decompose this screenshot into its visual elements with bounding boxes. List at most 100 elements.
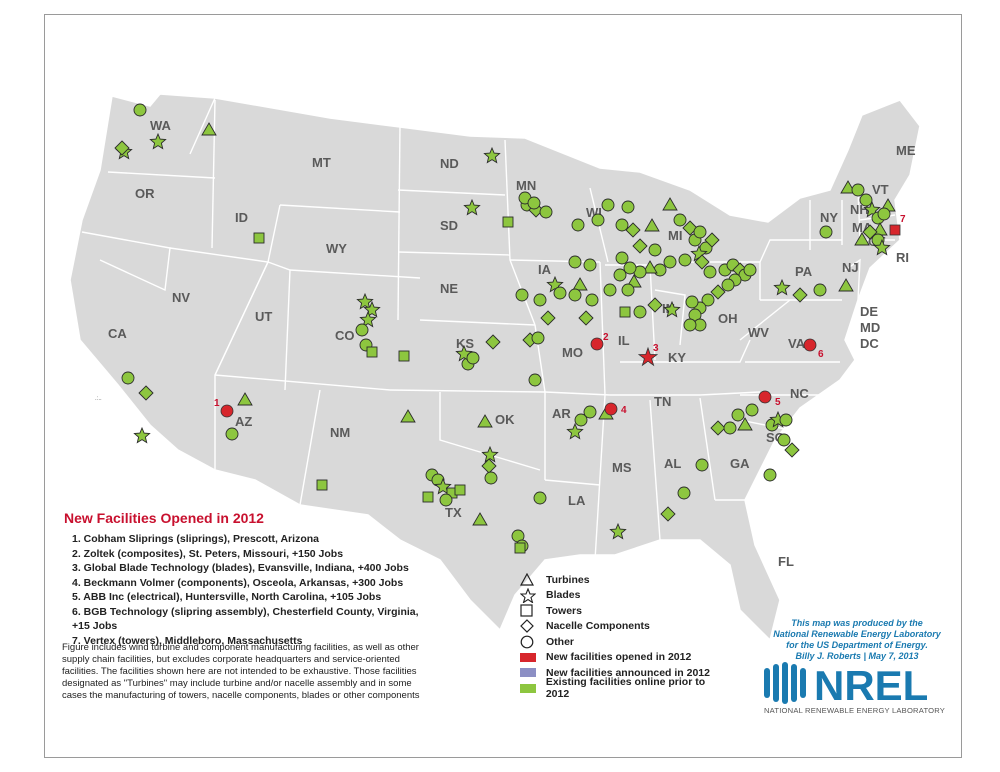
other-facility-marker[interactable] <box>777 433 791 447</box>
blade-facility-marker[interactable] <box>481 445 499 463</box>
turbine-facility-marker[interactable] <box>854 232 870 246</box>
other-facility-marker[interactable] <box>466 351 480 365</box>
other-facility-marker[interactable] <box>439 493 453 507</box>
new-facility-marker-3[interactable] <box>637 346 659 367</box>
other-facility-marker[interactable] <box>528 373 542 387</box>
blade-facility-marker[interactable] <box>359 310 377 328</box>
other-facility-marker[interactable] <box>723 421 737 435</box>
blade-facility-marker[interactable] <box>566 422 584 440</box>
other-facility-marker[interactable] <box>225 427 239 441</box>
other-facility-marker[interactable] <box>673 213 687 227</box>
nacelle-facility-marker[interactable] <box>485 334 501 350</box>
blade-facility-marker[interactable] <box>463 198 481 216</box>
other-facility-marker[interactable] <box>678 253 692 267</box>
tower-facility-marker[interactable] <box>422 491 434 503</box>
other-facility-marker[interactable] <box>121 371 135 385</box>
other-facility-marker[interactable] <box>531 331 545 345</box>
new-facility-marker-4[interactable] <box>604 402 618 416</box>
nacelle-facility-marker[interactable] <box>540 310 556 326</box>
other-facility-marker[interactable] <box>133 103 147 117</box>
new-facility-marker-5[interactable] <box>758 390 772 404</box>
other-facility-marker[interactable] <box>603 283 617 297</box>
blade-facility-marker[interactable] <box>483 146 501 164</box>
other-facility-marker[interactable] <box>695 458 709 472</box>
turbine-facility-marker[interactable] <box>838 278 854 292</box>
tower-facility-marker[interactable] <box>253 232 265 244</box>
tower-facility-marker[interactable] <box>514 542 526 554</box>
nacelle-facility-marker[interactable] <box>660 506 676 522</box>
other-facility-marker[interactable] <box>703 265 717 279</box>
turbine-facility-marker[interactable] <box>472 512 488 526</box>
other-facility-marker[interactable] <box>693 225 707 239</box>
other-facility-marker[interactable] <box>484 471 498 485</box>
blade-facility-marker[interactable] <box>873 238 891 256</box>
other-facility-marker[interactable] <box>677 486 691 500</box>
nacelle-facility-marker[interactable] <box>647 297 663 313</box>
turbine-facility-marker[interactable] <box>201 122 217 136</box>
tower-facility-marker[interactable] <box>398 350 410 362</box>
other-facility-marker[interactable] <box>621 200 635 214</box>
other-facility-marker[interactable] <box>613 268 627 282</box>
nacelle-facility-marker[interactable] <box>138 385 154 401</box>
other-facility-marker[interactable] <box>539 205 553 219</box>
nacelle-facility-marker[interactable] <box>682 220 698 236</box>
turbine-facility-marker[interactable] <box>477 414 493 428</box>
other-facility-marker[interactable] <box>583 405 597 419</box>
other-facility-marker[interactable] <box>615 218 629 232</box>
tower-facility-marker[interactable] <box>454 484 466 496</box>
other-facility-marker[interactable] <box>731 408 745 422</box>
other-facility-marker[interactable] <box>515 288 529 302</box>
other-facility-marker[interactable] <box>527 196 541 210</box>
other-facility-marker[interactable] <box>553 286 567 300</box>
new-facility-marker-2[interactable] <box>590 337 604 351</box>
other-facility-marker[interactable] <box>851 183 865 197</box>
tower-facility-marker[interactable] <box>316 479 328 491</box>
other-facility-marker[interactable] <box>585 293 599 307</box>
other-facility-marker[interactable] <box>568 288 582 302</box>
tower-facility-marker[interactable] <box>502 216 514 228</box>
other-facility-marker[interactable] <box>601 198 615 212</box>
other-facility-marker[interactable] <box>568 255 582 269</box>
turbine-facility-marker[interactable] <box>644 218 660 232</box>
other-facility-marker[interactable] <box>877 207 891 221</box>
turbine-facility-marker[interactable] <box>642 260 658 274</box>
turbine-facility-marker[interactable] <box>840 180 856 194</box>
blade-facility-marker[interactable] <box>609 522 627 540</box>
nacelle-facility-marker[interactable] <box>704 232 720 248</box>
tower-facility-marker[interactable] <box>366 346 378 358</box>
other-facility-marker[interactable] <box>533 491 547 505</box>
other-facility-marker[interactable] <box>355 323 369 337</box>
other-facility-marker[interactable] <box>648 243 662 257</box>
other-facility-marker[interactable] <box>571 218 585 232</box>
new-facility-marker-6[interactable] <box>803 338 817 352</box>
other-facility-marker[interactable] <box>685 295 699 309</box>
blade-facility-marker[interactable] <box>133 426 151 444</box>
blade-facility-marker[interactable] <box>663 300 681 318</box>
other-facility-marker[interactable] <box>633 305 647 319</box>
turbine-facility-marker[interactable] <box>662 197 678 211</box>
nacelle-facility-marker[interactable] <box>792 287 808 303</box>
blade-facility-marker[interactable] <box>773 278 791 296</box>
other-facility-marker[interactable] <box>663 255 677 269</box>
other-facility-marker[interactable] <box>583 258 597 272</box>
other-facility-marker[interactable] <box>743 263 757 277</box>
other-facility-marker[interactable] <box>859 193 873 207</box>
nacelle-facility-marker[interactable] <box>694 254 710 270</box>
blade-facility-marker[interactable] <box>149 132 167 150</box>
nacelle-facility-marker[interactable] <box>710 420 726 436</box>
other-facility-marker[interactable] <box>819 225 833 239</box>
tower-facility-marker[interactable] <box>619 306 631 318</box>
other-facility-marker[interactable] <box>615 251 629 265</box>
other-facility-marker[interactable] <box>533 293 547 307</box>
nacelle-facility-marker[interactable] <box>710 284 726 300</box>
turbine-facility-marker[interactable] <box>572 277 588 291</box>
other-facility-marker[interactable] <box>721 278 735 292</box>
other-facility-marker[interactable] <box>683 318 697 332</box>
turbine-facility-marker[interactable] <box>626 274 642 288</box>
other-facility-marker[interactable] <box>813 283 827 297</box>
other-facility-marker[interactable] <box>763 468 777 482</box>
nacelle-facility-marker[interactable] <box>784 442 800 458</box>
other-facility-marker[interactable] <box>701 293 715 307</box>
other-facility-marker[interactable] <box>591 213 605 227</box>
nacelle-facility-marker[interactable] <box>632 238 648 254</box>
